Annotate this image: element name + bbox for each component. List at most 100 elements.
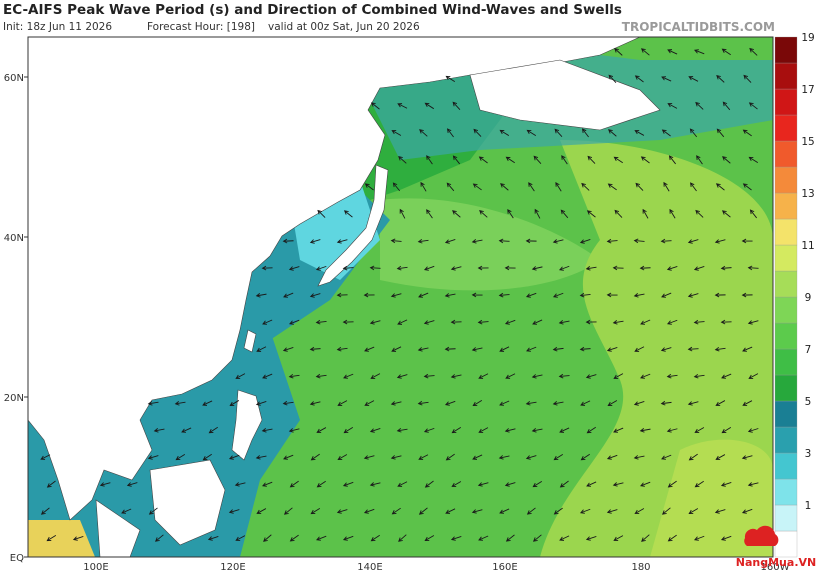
wave-arrow xyxy=(640,319,651,325)
wave-arrow xyxy=(633,455,645,460)
wave-arrow xyxy=(261,265,273,271)
wave-arrow xyxy=(696,155,703,165)
wave-arrow xyxy=(525,400,537,406)
wave-arrow xyxy=(316,427,327,433)
wave-arrow xyxy=(695,101,704,110)
valid-time: valid at 00z Sat, Jun 20 2026 xyxy=(268,21,420,33)
wave-arrow xyxy=(315,319,327,325)
wave-arrow xyxy=(472,454,483,460)
wave-arrow xyxy=(363,508,375,514)
wave-arrow xyxy=(472,400,483,407)
wave-arrow xyxy=(444,238,456,244)
wave-arrow xyxy=(262,373,273,379)
wave-arrow xyxy=(445,508,456,514)
wave-arrow xyxy=(693,265,705,271)
wave-arrow xyxy=(688,508,699,515)
wave-arrow xyxy=(471,292,483,298)
lon-label: 120E xyxy=(220,562,245,573)
wave-arrow xyxy=(667,480,677,488)
wave-arrow xyxy=(235,373,246,379)
wave-arrow xyxy=(552,239,564,244)
wave-arrow xyxy=(640,373,651,379)
wave-arrow xyxy=(255,293,267,298)
wave-arrow xyxy=(585,319,597,325)
colorbar-swatch xyxy=(774,530,798,558)
wave-arrow xyxy=(391,346,402,352)
title: EC-AIFS Peak Wave Period (s) and Directi… xyxy=(3,2,622,18)
wave-arrow xyxy=(364,346,375,352)
wave-arrow xyxy=(369,320,381,325)
wave-arrow xyxy=(606,509,618,514)
wave-arrow xyxy=(661,129,671,137)
wave-arrow xyxy=(558,320,570,325)
wave-arrow xyxy=(208,426,218,434)
wave-arrow xyxy=(309,346,321,352)
wave-arrow xyxy=(288,428,300,433)
wave-arrow xyxy=(452,155,461,165)
colorbar-swatch xyxy=(774,114,798,142)
map xyxy=(28,37,773,557)
wave-arrow xyxy=(289,319,300,325)
wave-arrow xyxy=(317,209,326,218)
wave-arrow xyxy=(316,535,327,541)
wave-arrow xyxy=(477,319,489,325)
init: Init: 18z Jun 11 2026 xyxy=(3,21,112,33)
wave-arrow xyxy=(426,155,433,165)
wave-arrow xyxy=(450,536,462,541)
wave-arrow xyxy=(687,293,699,298)
wave-arrow xyxy=(288,373,300,379)
wave-arrow xyxy=(552,346,564,352)
wave-arrow xyxy=(607,183,617,191)
wave-arrow xyxy=(343,426,354,434)
wave-arrow xyxy=(560,209,569,219)
wave-arrow xyxy=(342,481,354,487)
wave-arrow xyxy=(748,373,759,379)
wave-arrow xyxy=(420,181,427,192)
wave-arrow xyxy=(450,266,462,271)
wave-arrow xyxy=(747,482,759,487)
wave-arrow xyxy=(720,535,732,541)
wave-arrow xyxy=(669,208,676,219)
wave-arrow xyxy=(391,130,402,136)
wave-arrow xyxy=(526,507,536,515)
wave-arrow xyxy=(532,534,542,542)
japan xyxy=(317,164,389,287)
wave-arrow xyxy=(309,293,321,298)
lat-label: 20N xyxy=(4,393,24,404)
wave-arrow xyxy=(666,266,678,271)
wave-arrow xyxy=(640,481,651,487)
colorbar-label: 7 xyxy=(805,344,812,356)
colorbar-swatch xyxy=(774,478,798,506)
lon-label: 140E xyxy=(357,562,382,573)
wave-arrow xyxy=(693,373,705,379)
colorbar-label: 9 xyxy=(805,292,812,304)
wave-arrow xyxy=(749,209,758,219)
wave-arrow xyxy=(315,265,327,271)
wave-arrow xyxy=(398,534,407,542)
wave-arrow xyxy=(288,266,300,271)
wave-arrow xyxy=(444,293,456,298)
wave-arrow xyxy=(309,401,321,406)
wave-arrow xyxy=(282,400,294,406)
wave-arrow xyxy=(749,47,758,56)
colorbar-label: 11 xyxy=(801,240,814,252)
wave-arrow xyxy=(479,210,488,218)
wave-arrow xyxy=(666,428,678,433)
wave-arrow xyxy=(99,482,111,487)
wave-arrow xyxy=(397,103,408,109)
wave-arrow xyxy=(716,74,725,83)
wave-arrows xyxy=(40,47,759,542)
wave-arrow xyxy=(147,455,159,460)
wave-arrow xyxy=(613,427,624,433)
wave-arrow xyxy=(579,346,591,352)
wave-arrow xyxy=(316,480,326,488)
wave-arrow xyxy=(397,481,408,487)
wave-arrow xyxy=(579,292,591,298)
wave-arrow xyxy=(693,535,705,541)
wave-arrow xyxy=(228,509,240,514)
wave-arrow xyxy=(613,535,624,541)
wave-arrow xyxy=(148,507,158,515)
colorbar-swatch xyxy=(774,36,798,64)
